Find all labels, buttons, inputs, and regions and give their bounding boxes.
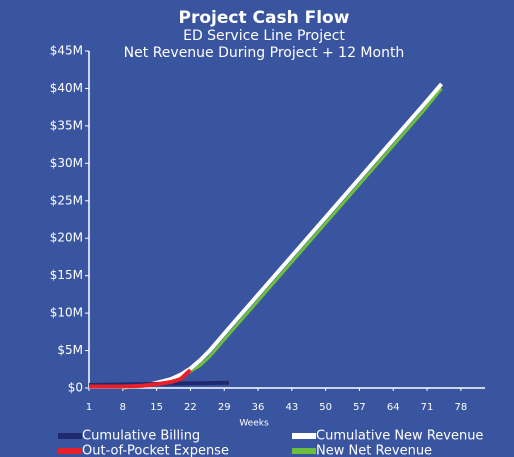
series-line [89, 368, 192, 389]
x-tick-label: 29 [218, 402, 231, 413]
x-tick-label: 43 [285, 402, 298, 413]
legend-swatch [58, 433, 82, 439]
legend-label: Cumulative Billing [82, 429, 200, 444]
legend-label: New Net Revenue [316, 444, 432, 457]
series-line [122, 82, 444, 390]
chart-subtitle: Net Revenue During Project + 12 Month [124, 45, 405, 61]
y-tick-label: $10M [50, 306, 83, 320]
legend-swatch [58, 448, 82, 454]
legend-swatch [292, 433, 316, 439]
y-tick-label: $5M [57, 343, 83, 357]
y-tick-label: $25M [50, 193, 83, 207]
y-tick-label: $0 [68, 381, 83, 395]
legend-label: Cumulative New Revenue [316, 429, 483, 444]
x-tick-label: 15 [150, 402, 163, 413]
series-line [122, 87, 443, 390]
chart-subtitle: ED Service Line Project [183, 28, 345, 44]
legend-swatch [292, 448, 316, 454]
y-tick-label: $40M [50, 81, 83, 95]
x-tick-label: 71 [421, 402, 434, 413]
legend-label: Out-of-Pocket Expense [82, 444, 229, 457]
y-tick-label: $15M [50, 268, 83, 282]
x-tick-label: 1 [86, 402, 92, 413]
x-tick-label: 8 [120, 402, 126, 413]
x-tick-label: 50 [319, 402, 332, 413]
y-tick-label: $20M [50, 231, 83, 245]
y-tick-label: $45M [50, 44, 83, 58]
y-tick-label: $35M [50, 118, 83, 132]
x-tick-label: 78 [454, 402, 467, 413]
y-tick-label: $30M [50, 156, 83, 170]
x-axis-label: Weeks [239, 419, 269, 429]
x-tick-label: 57 [353, 402, 366, 413]
x-tick-label: 36 [252, 402, 265, 413]
x-tick-label: 22 [184, 402, 197, 413]
x-tick-label: 64 [387, 402, 400, 413]
chart-title: Project Cash Flow [179, 8, 350, 28]
